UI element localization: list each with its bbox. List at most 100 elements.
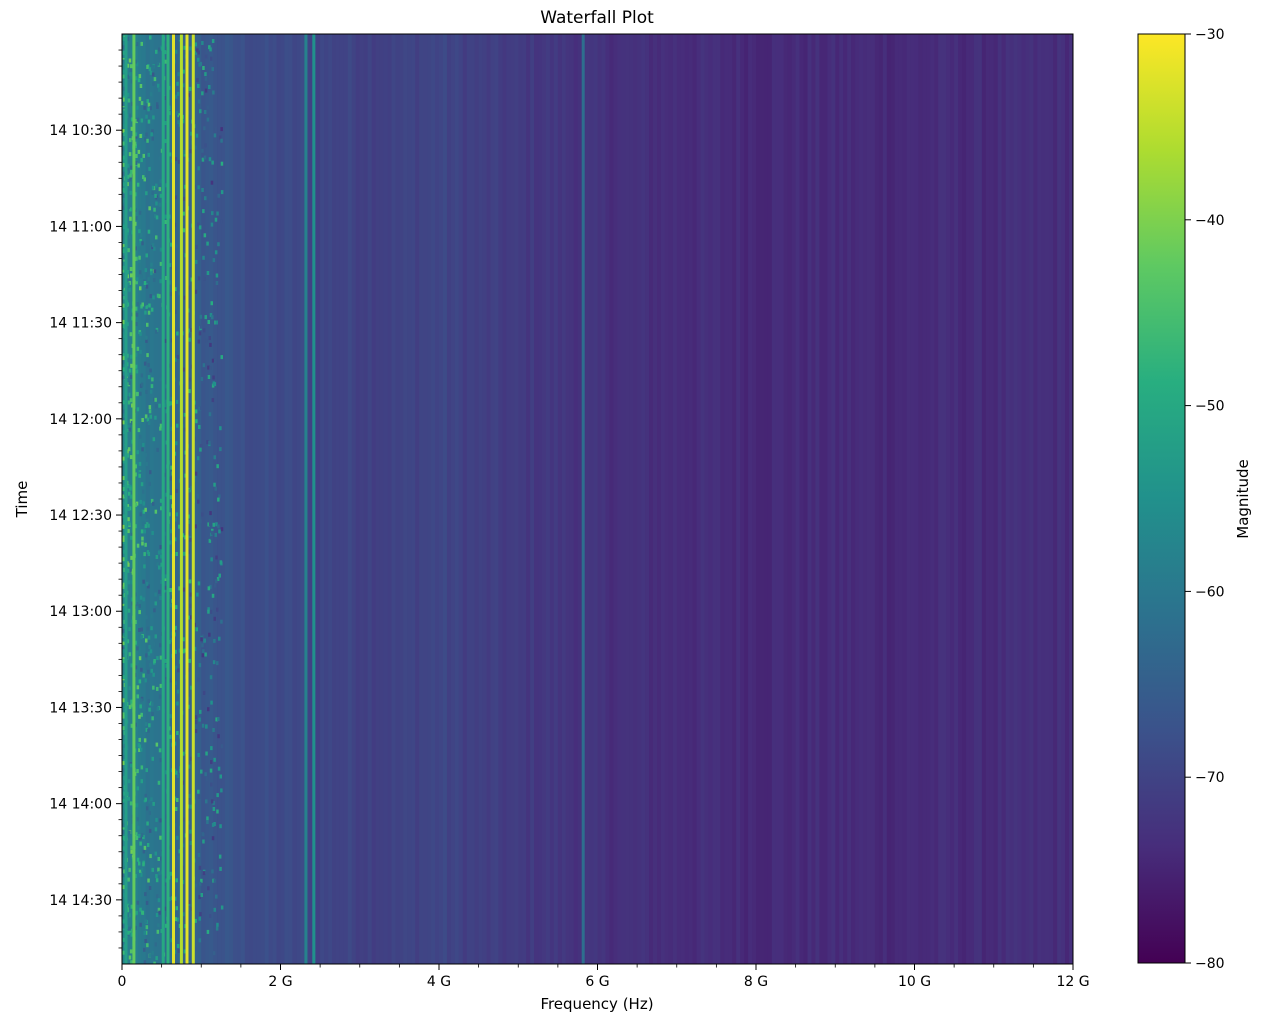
- noise-speckle: [202, 363, 206, 368]
- frequency-column: [244, 34, 250, 964]
- noise-speckle: [122, 420, 125, 425]
- noise-speckle: [135, 62, 139, 67]
- noise-speckle: [122, 353, 126, 358]
- frequency-column: [446, 34, 452, 964]
- noise-speckle: [164, 574, 167, 579]
- frequency-column: [656, 34, 662, 964]
- signal-line: [312, 34, 316, 964]
- noise-speckle: [199, 314, 203, 319]
- noise-speckle: [206, 440, 209, 445]
- noise-speckle: [122, 494, 125, 499]
- noise-speckle: [130, 273, 133, 278]
- noise-speckle: [122, 540, 125, 545]
- frequency-column: [767, 34, 773, 964]
- noise-speckle: [188, 328, 191, 333]
- noise-speckle: [205, 751, 208, 756]
- noise-speckle: [168, 263, 172, 268]
- frequency-column: [855, 34, 860, 964]
- noise-speckle: [155, 329, 158, 334]
- frequency-column: [882, 34, 888, 964]
- noise-speckle: [159, 247, 163, 252]
- frequency-column: [652, 34, 658, 964]
- noise-speckle: [182, 751, 185, 756]
- noise-speckle: [138, 74, 142, 79]
- signal-line: [166, 34, 170, 964]
- x-tick-label: 4 G: [427, 974, 451, 990]
- noise-speckle: [165, 770, 168, 775]
- noise-speckle: [122, 456, 125, 461]
- noise-speckle: [134, 665, 138, 670]
- frequency-column: [1053, 34, 1058, 964]
- noise-speckle: [153, 269, 157, 274]
- noise-speckle: [206, 105, 210, 110]
- frequency-column: [605, 34, 610, 964]
- noise-speckle: [122, 707, 126, 712]
- frequency-column: [645, 34, 650, 964]
- y-axis-label: Time: [13, 481, 31, 519]
- noise-speckle: [173, 796, 177, 801]
- colorbar: −30 −40 −50 −60 −70 −80 Magnitude: [1137, 27, 1252, 972]
- frequency-column: [129, 34, 135, 964]
- frequency-column: [997, 34, 1003, 964]
- noise-speckle: [197, 84, 200, 88]
- noise-speckle: [190, 328, 193, 333]
- noise-speckle: [156, 656, 159, 661]
- frequency-column: [601, 34, 606, 964]
- noise-speckle: [136, 105, 139, 110]
- frequency-column: [284, 34, 289, 964]
- noise-speckle: [150, 498, 154, 503]
- noise-speckle: [164, 399, 168, 404]
- noise-speckle: [207, 609, 210, 614]
- noise-speckle: [146, 943, 149, 948]
- noise-speckle: [130, 169, 133, 174]
- colorbar-tick-label: −60: [1195, 584, 1225, 600]
- noise-speckle: [143, 564, 146, 569]
- noise-speckle: [155, 878, 159, 883]
- noise-speckle: [129, 494, 133, 499]
- noise-speckle: [126, 74, 130, 79]
- noise-speckle: [130, 79, 134, 84]
- noise-speckle: [139, 704, 142, 709]
- frequency-column: [748, 34, 753, 964]
- frequency-column: [411, 34, 416, 964]
- noise-speckle: [176, 835, 179, 840]
- noise-speckle: [135, 803, 139, 808]
- noise-speckle: [122, 476, 125, 481]
- noise-speckle: [198, 865, 202, 870]
- noise-speckle: [135, 602, 139, 607]
- noise-speckle: [135, 144, 138, 149]
- noise-speckle: [155, 201, 158, 206]
- noise-speckle: [190, 952, 193, 957]
- frequency-column: [1005, 34, 1010, 964]
- noise-speckle: [196, 48, 199, 53]
- frequency-column: [1045, 34, 1050, 964]
- x-tick-label: 8 G: [744, 974, 768, 990]
- noise-speckle: [130, 532, 134, 537]
- noise-speckle: [203, 155, 207, 160]
- noise-speckle: [122, 59, 125, 64]
- frequency-column: [534, 34, 539, 964]
- frequency-column: [680, 34, 686, 964]
- noise-speckle: [145, 132, 148, 137]
- noise-speckle: [199, 709, 202, 714]
- frequency-column: [1009, 34, 1014, 964]
- noise-speckle: [142, 489, 145, 494]
- frequency-column: [898, 34, 904, 964]
- noise-speckle: [149, 649, 153, 654]
- noise-speckle: [219, 774, 222, 779]
- noise-speckle: [138, 737, 141, 742]
- noise-speckle: [169, 734, 172, 739]
- frequency-column: [454, 34, 460, 964]
- noise-speckle: [151, 531, 154, 535]
- noise-speckle: [206, 820, 209, 824]
- noise-speckle: [145, 284, 149, 289]
- frequency-column: [969, 34, 975, 964]
- noise-speckle: [203, 638, 206, 643]
- noise-speckle: [122, 324, 125, 329]
- frequency-column: [807, 34, 812, 964]
- noise-speckle: [146, 821, 149, 826]
- noise-speckle: [200, 637, 203, 642]
- noise-speckle: [207, 375, 211, 379]
- noise-speckle: [136, 769, 139, 774]
- frequency-column: [740, 34, 745, 964]
